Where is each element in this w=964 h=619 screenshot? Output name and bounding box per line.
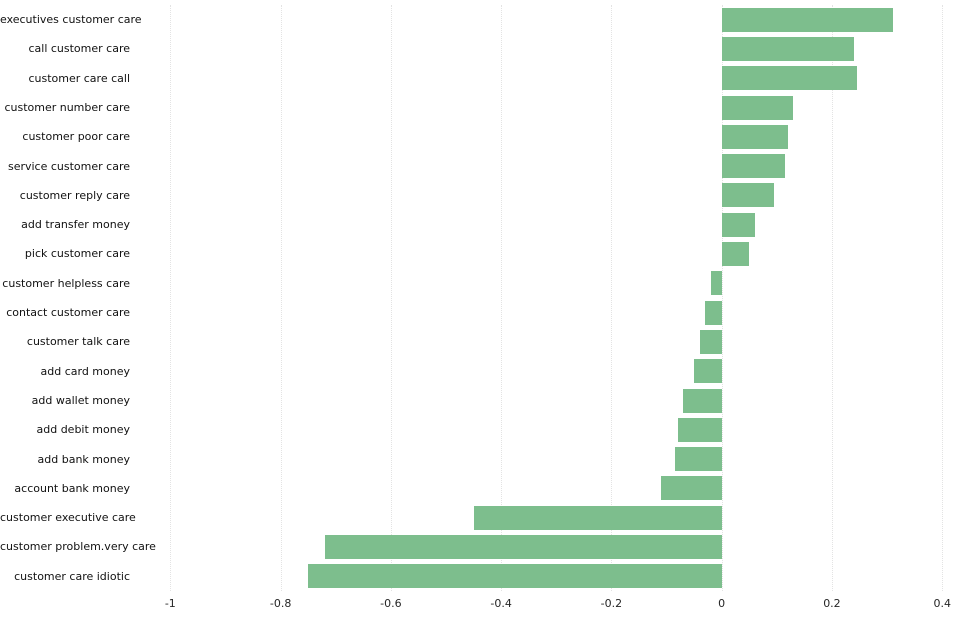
bar: [710, 271, 722, 296]
x-tick-label: 0.4: [933, 597, 951, 610]
category-label: add transfer money: [21, 218, 130, 232]
x-tick-label: -1: [164, 597, 176, 610]
bar: [324, 535, 722, 560]
category-label: add card money: [40, 364, 131, 378]
gridline: [170, 5, 172, 591]
category-label: add wallet money: [31, 393, 130, 407]
bar: [721, 183, 775, 208]
category-label: customer reply care: [19, 188, 130, 202]
category-label: executives customer care: [0, 13, 142, 26]
category-label: customer poor care: [22, 130, 130, 144]
bar: [677, 417, 722, 442]
category-label: customer helpless care: [2, 276, 130, 290]
category-label: call customer care: [28, 42, 130, 56]
category-label: add bank money: [37, 452, 130, 466]
category-label: customer care idiotic: [14, 569, 130, 583]
bar: [721, 66, 857, 91]
x-tick-label: -0.6: [380, 597, 402, 610]
bar: [661, 476, 722, 501]
bar: [721, 7, 893, 32]
bar: [694, 359, 722, 384]
category-label: customer executive care: [0, 511, 136, 525]
gridline: [501, 5, 503, 591]
x-tick-label: -0.2: [600, 597, 623, 610]
gridline: [611, 5, 613, 591]
category-label: account bank money: [14, 481, 130, 495]
bar: [721, 212, 755, 237]
bar: [705, 300, 722, 325]
bar: [699, 329, 722, 354]
gridline: [721, 5, 723, 591]
category-label: customer number care: [4, 100, 130, 114]
category-label: customer problem.very care: [0, 540, 156, 554]
bar: [473, 505, 722, 530]
category-label: customer talk care: [26, 335, 130, 349]
category-label: add debit money: [36, 423, 131, 437]
bar: [721, 95, 794, 120]
gridline: [390, 5, 392, 591]
x-tick-label: 0: [718, 597, 726, 610]
category-label: contact customer care: [6, 306, 130, 319]
bar: [674, 447, 722, 472]
category-label: customer care call: [28, 71, 130, 85]
category-label: pick customer care: [24, 247, 130, 261]
x-tick-label: -0.4: [490, 597, 512, 610]
bar: [721, 124, 788, 149]
plot-area: [140, 5, 956, 591]
gridline: [942, 5, 944, 591]
category-label: service customer care: [7, 159, 130, 173]
bar: [721, 36, 854, 61]
x-tick-label: -0.8: [269, 597, 292, 610]
bar: [721, 242, 750, 267]
gridline: [831, 5, 833, 591]
bar: [721, 154, 786, 179]
gridline: [280, 5, 282, 591]
x-tick-label: 0.2: [823, 597, 841, 610]
bar: [683, 388, 722, 413]
bar: [308, 564, 722, 589]
